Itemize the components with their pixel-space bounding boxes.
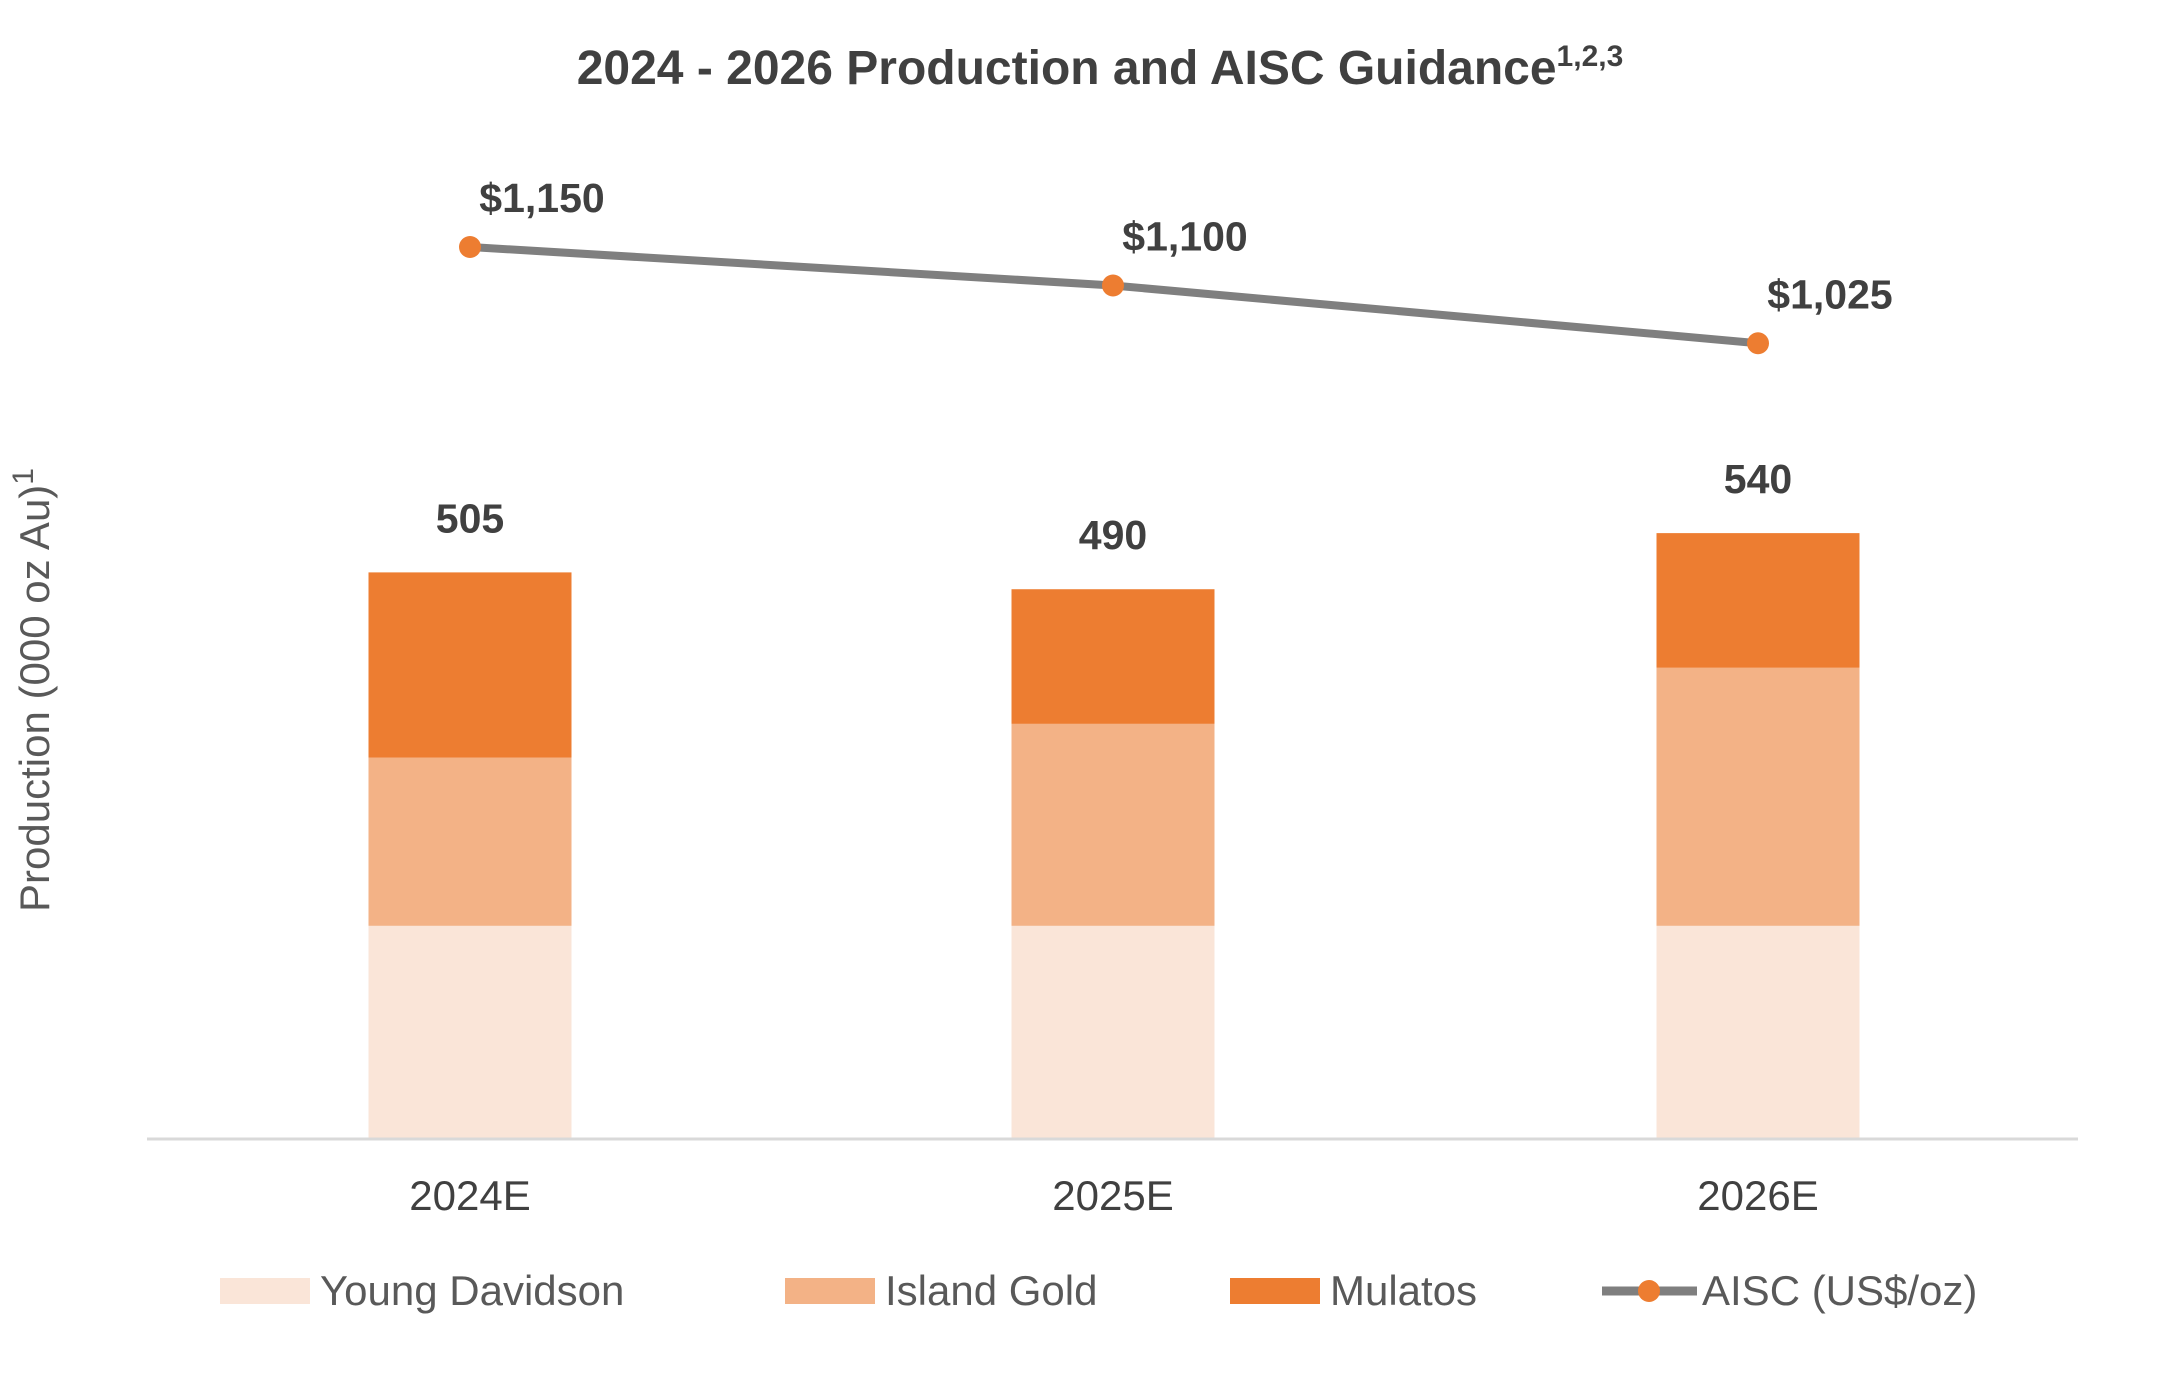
aisc-label: $1,150 bbox=[479, 175, 604, 221]
aisc-label: $1,025 bbox=[1767, 271, 1892, 317]
aisc-marker bbox=[459, 236, 481, 258]
legend-swatch bbox=[1230, 1278, 1320, 1304]
legend-swatch bbox=[220, 1278, 310, 1304]
bar-young-davidson bbox=[1656, 925, 1860, 1139]
bar-island-gold bbox=[1011, 723, 1215, 926]
bar-young-davidson bbox=[1011, 925, 1215, 1139]
legend-label: Island Gold bbox=[885, 1267, 1097, 1314]
bar-young-davidson bbox=[368, 925, 572, 1139]
bar-island-gold bbox=[1656, 667, 1860, 926]
legend-swatch bbox=[785, 1278, 875, 1304]
bar-island-gold bbox=[368, 757, 572, 926]
chart-title: 2024 - 2026 Production and AISC Guidance… bbox=[577, 40, 1624, 95]
aisc-marker bbox=[1102, 274, 1124, 297]
x-tick-label: 2024E bbox=[409, 1172, 530, 1219]
bar-mulatos bbox=[1656, 533, 1860, 668]
aisc-label: $1,100 bbox=[1122, 214, 1247, 260]
x-tick-label: 2025E bbox=[1052, 1172, 1173, 1219]
x-tick-label: 2026E bbox=[1697, 1172, 1818, 1219]
y-axis-label: Production (000 oz Au)1 bbox=[7, 468, 58, 912]
aisc-marker bbox=[1747, 332, 1769, 355]
legend-label: Mulatos bbox=[1330, 1267, 1477, 1314]
total-label: 540 bbox=[1724, 456, 1792, 502]
legend-label: Young Davidson bbox=[320, 1267, 624, 1314]
bar-mulatos bbox=[368, 572, 572, 758]
legend-label: AISC (US$/oz) bbox=[1702, 1267, 1977, 1314]
legend-marker bbox=[1638, 1280, 1660, 1302]
bar-mulatos bbox=[1011, 589, 1215, 724]
total-label: 490 bbox=[1079, 512, 1147, 558]
total-label: 505 bbox=[436, 495, 504, 541]
